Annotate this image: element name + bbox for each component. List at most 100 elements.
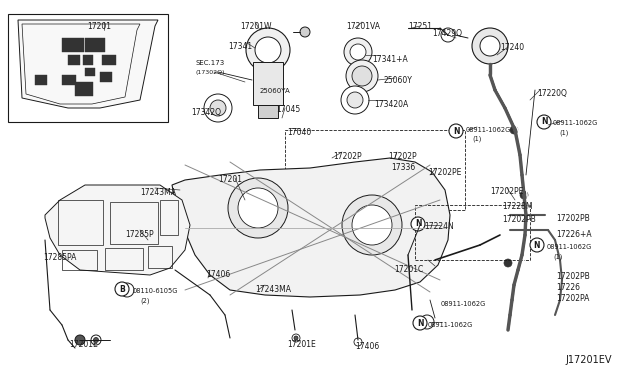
Circle shape xyxy=(346,60,378,92)
Polygon shape xyxy=(102,55,116,65)
Text: N: N xyxy=(534,241,540,250)
Circle shape xyxy=(210,100,226,116)
Text: 17406: 17406 xyxy=(355,342,380,351)
Text: (1): (1) xyxy=(553,253,563,260)
Text: 17336: 17336 xyxy=(391,163,415,172)
Polygon shape xyxy=(75,82,93,96)
Polygon shape xyxy=(85,38,105,52)
Bar xyxy=(285,130,465,210)
Polygon shape xyxy=(68,55,80,65)
Circle shape xyxy=(411,217,425,231)
Polygon shape xyxy=(83,55,93,65)
Circle shape xyxy=(266,82,282,98)
Text: 17201: 17201 xyxy=(87,22,111,31)
Text: 17341: 17341 xyxy=(228,42,252,51)
Circle shape xyxy=(537,115,551,129)
Text: N: N xyxy=(417,318,423,327)
Polygon shape xyxy=(253,62,283,105)
Circle shape xyxy=(91,335,101,345)
Circle shape xyxy=(292,334,300,342)
Polygon shape xyxy=(172,158,450,297)
Text: 17226+A: 17226+A xyxy=(556,230,591,239)
Circle shape xyxy=(520,191,528,199)
Polygon shape xyxy=(258,105,278,118)
Circle shape xyxy=(34,40,70,76)
Circle shape xyxy=(352,66,372,86)
Text: 25060Y: 25060Y xyxy=(383,76,412,85)
Polygon shape xyxy=(62,75,76,85)
Circle shape xyxy=(108,40,144,76)
Circle shape xyxy=(42,48,62,68)
Text: 173420A: 173420A xyxy=(374,100,408,109)
Text: 17202P: 17202P xyxy=(388,152,417,161)
Polygon shape xyxy=(100,72,112,82)
Text: (17302Q): (17302Q) xyxy=(196,70,225,75)
Bar xyxy=(105,248,143,270)
Text: 17220Q: 17220Q xyxy=(537,89,567,98)
Bar xyxy=(160,200,178,235)
Bar xyxy=(110,202,158,244)
Text: 17201C: 17201C xyxy=(394,265,423,274)
Circle shape xyxy=(354,338,362,346)
Circle shape xyxy=(416,221,424,229)
Circle shape xyxy=(530,238,544,252)
Circle shape xyxy=(350,44,366,60)
Text: 17201: 17201 xyxy=(218,175,242,184)
Circle shape xyxy=(246,28,290,72)
Text: J17201EV: J17201EV xyxy=(565,355,611,365)
Text: 08911-1062G: 08911-1062G xyxy=(428,322,473,328)
Text: 17040: 17040 xyxy=(287,128,311,137)
Circle shape xyxy=(472,28,508,64)
Text: N: N xyxy=(452,126,460,135)
Text: (1): (1) xyxy=(559,129,568,135)
Text: 25060YA: 25060YA xyxy=(260,88,291,94)
Text: 17429Q: 17429Q xyxy=(432,29,462,38)
Text: 17201VA: 17201VA xyxy=(346,22,380,31)
Bar xyxy=(8,14,168,122)
Polygon shape xyxy=(85,68,95,76)
Polygon shape xyxy=(18,20,158,108)
Text: (1): (1) xyxy=(472,136,481,142)
Text: 17201E: 17201E xyxy=(287,340,316,349)
Text: 08911-1062G: 08911-1062G xyxy=(441,301,486,307)
Text: 17202PE: 17202PE xyxy=(490,187,524,196)
Text: 17202PB: 17202PB xyxy=(556,272,589,281)
Text: 17240: 17240 xyxy=(500,43,524,52)
Text: 08110-6105G: 08110-6105G xyxy=(133,288,179,294)
Text: 17202PE: 17202PE xyxy=(428,168,461,177)
Circle shape xyxy=(504,259,512,267)
Circle shape xyxy=(228,178,288,238)
Text: 17228M: 17228M xyxy=(502,202,532,211)
Bar xyxy=(58,200,103,245)
Text: 17341+A: 17341+A xyxy=(372,55,408,64)
Bar xyxy=(415,205,530,260)
Text: 08911-1062G: 08911-1062G xyxy=(553,120,598,126)
Text: 17201W: 17201W xyxy=(240,22,271,31)
Text: 08911-1062G: 08911-1062G xyxy=(466,127,511,133)
Bar xyxy=(148,246,172,268)
Text: 17406: 17406 xyxy=(206,270,230,279)
Circle shape xyxy=(294,336,298,340)
Text: 17201E: 17201E xyxy=(69,340,98,349)
Circle shape xyxy=(116,48,136,68)
Circle shape xyxy=(255,37,281,63)
Text: N: N xyxy=(415,219,421,228)
Circle shape xyxy=(115,282,129,296)
Text: 17224N: 17224N xyxy=(424,222,454,231)
Circle shape xyxy=(480,36,500,56)
Circle shape xyxy=(510,126,518,134)
Circle shape xyxy=(420,315,434,329)
Bar xyxy=(62,250,97,270)
Circle shape xyxy=(342,195,402,255)
Text: 17285PA: 17285PA xyxy=(43,253,76,262)
Circle shape xyxy=(441,28,455,42)
Text: B: B xyxy=(119,285,125,294)
Circle shape xyxy=(93,337,99,343)
Polygon shape xyxy=(45,185,190,275)
Text: 17251: 17251 xyxy=(408,22,432,31)
Text: 08911-1062G: 08911-1062G xyxy=(547,244,592,250)
Polygon shape xyxy=(62,38,84,52)
Text: 17202PB: 17202PB xyxy=(556,214,589,223)
Polygon shape xyxy=(35,75,47,85)
Text: 17202PB: 17202PB xyxy=(502,215,536,224)
